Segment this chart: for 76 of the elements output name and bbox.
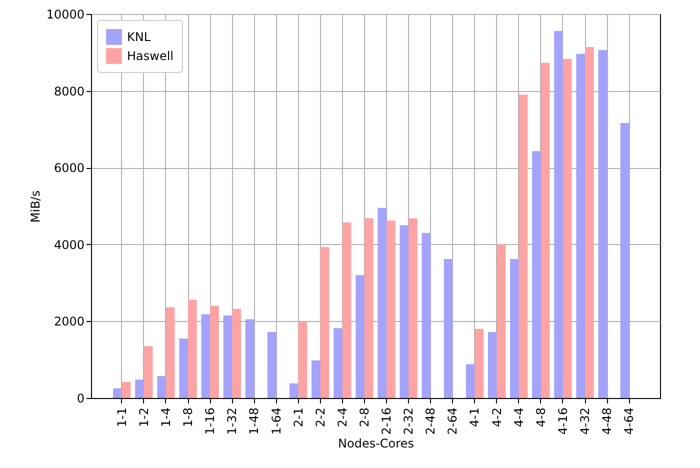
bar [378,208,387,398]
bar [408,218,418,398]
bar [166,307,175,398]
x-axis-title: Nodes-Cores [338,436,414,451]
bar [422,232,431,398]
x-tick-label: 2-8 [357,408,372,428]
x-tick-label: 2-64 [446,408,460,435]
bar [620,123,630,398]
bar [364,218,374,398]
bar [210,306,219,398]
bar [488,332,497,398]
bar [598,50,608,398]
x-tick-label: 2-1 [291,408,306,428]
x-tick-label: 1-48 [247,408,262,435]
bar [585,47,594,398]
bar [201,314,210,398]
x-tick-label: 1-64 [269,408,284,435]
bar [245,319,254,398]
x-tick-label: 4-64 [622,408,636,435]
y-tick-label: 4000 [54,238,84,252]
bar [444,258,453,398]
bar [267,332,276,398]
bar [496,244,506,398]
x-tick-label: 1-8 [181,408,196,428]
bar [223,315,232,398]
bar [320,247,330,398]
legend-label: Haswell [127,49,174,63]
bar [554,30,563,398]
bar [342,222,352,398]
x-tick-label: 4-8 [534,408,548,428]
bar [122,382,131,398]
x-tick-label: 2-4 [335,408,350,428]
x-tick-label: 2-16 [380,408,394,435]
x-tick-label: 1-32 [225,408,240,435]
y-tick-label: 2000 [54,314,84,329]
y-tick-label: 10000 [46,8,84,22]
x-tick-label: 1-2 [136,408,151,428]
bar [188,300,197,398]
x-tick-label: 2-2 [313,408,328,428]
y-tick-label: 6000 [54,161,84,176]
x-tick-label: 4-48 [600,408,614,435]
bar [144,346,153,398]
bar [540,62,550,398]
x-tick-label: 1-16 [203,408,218,435]
bar [466,364,475,398]
bar [232,308,241,398]
x-tick-label: 4-4 [512,408,526,428]
bar [518,94,528,398]
bar [157,376,166,398]
x-tick-label: 4-16 [556,408,570,435]
bar [400,225,409,398]
x-tick-label: 2-48 [424,408,438,435]
bar [510,258,519,398]
bar [576,54,586,398]
y-tick-label: 0 [76,392,84,406]
bar [386,220,396,398]
x-tick-label: 2-32 [402,408,416,435]
x-tick-label: 1-4 [158,408,173,428]
x-tick-label: 4-2 [490,408,504,428]
bar [334,328,342,398]
bar [113,388,122,398]
bar [474,328,484,398]
y-tick-label: 8000 [54,84,84,98]
bar [135,380,144,398]
bar [312,360,320,398]
y-axis-title: MiB/s [28,190,42,223]
legend-label: KNL [127,30,151,44]
bar [298,322,308,398]
x-tick-label: 4-1 [468,408,482,428]
bar [289,383,298,398]
bar [532,151,541,398]
bar [562,58,572,398]
x-tick-label: 1-1 [114,408,129,428]
bar [179,338,188,398]
bar [356,275,364,398]
x-tick-label: 4-32 [578,408,592,435]
